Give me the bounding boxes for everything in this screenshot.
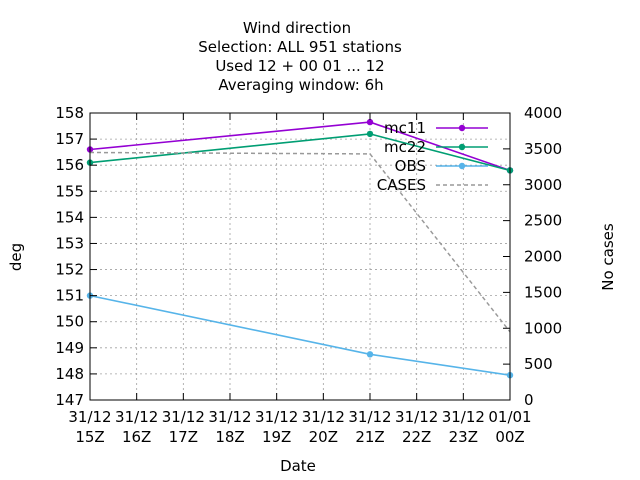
x-tick-label-date: 31/12 — [302, 408, 345, 426]
series-line-obs — [89, 294, 511, 376]
y-tick-label: 149 — [55, 339, 84, 357]
y-tick-label: 158 — [55, 104, 84, 122]
y-tick-label: 153 — [55, 234, 84, 252]
x-tick-label-date: 31/12 — [162, 408, 205, 426]
axis-ticks — [89, 112, 511, 401]
legend-label-obs: OBS — [395, 157, 426, 175]
x-tick-label-hour: 22Z — [402, 428, 431, 446]
x-tick-label-date: 31/12 — [255, 408, 298, 426]
y2-tick-label: 1000 — [524, 319, 562, 337]
legend-marker-obs — [458, 162, 466, 170]
y2-axis-label: No cases — [599, 223, 617, 291]
x-tick-label-date: 01/01 — [488, 408, 531, 426]
data-point-mc11 — [366, 118, 374, 126]
y2-tick-label: 2500 — [524, 212, 562, 230]
x-tick-label-date: 31/12 — [348, 408, 391, 426]
x-tick-label-hour: 19Z — [262, 428, 291, 446]
y-tick-label: 151 — [55, 287, 84, 305]
x-tick-label-hour: 18Z — [215, 428, 244, 446]
title-line-2: Selection: ALL 951 stations — [198, 38, 402, 56]
y2-tick-labels: 0 500 1000 1500 2000 2500 3000 3500 4000 — [524, 104, 562, 409]
x-tick-label-hour: 15Z — [75, 428, 104, 446]
x-axis-label: Date — [280, 457, 316, 475]
data-point-obs — [366, 351, 374, 358]
y2-tick-label: 2000 — [524, 248, 562, 266]
y2-tick-label: 3000 — [524, 176, 562, 194]
legend-marker-mc22 — [458, 143, 466, 151]
title-line-3: Used 12 + 00 01 ... 12 — [215, 57, 384, 75]
title-line-1: Wind direction — [243, 19, 351, 37]
y-tick-label: 157 — [55, 130, 84, 148]
legend-label-cases: CASES — [377, 176, 426, 194]
y2-tick-label: 1500 — [524, 283, 562, 301]
x-tick-labels: 31/12 15Z 31/12 16Z 31/12 17Z 31/12 18Z 31/12 19Z… — [68, 408, 531, 446]
y2-tick-label: 0 — [524, 391, 534, 409]
y-tick-label: 147 — [55, 391, 84, 409]
y-tick-label: 152 — [55, 261, 84, 279]
x-tick-label-date: 31/12 — [68, 408, 111, 426]
x-tick-label-hour: 00Z — [495, 428, 524, 446]
x-tick-label-date: 31/12 — [208, 408, 251, 426]
x-tick-label-hour: 17Z — [169, 428, 198, 446]
data-point-mc22 — [366, 130, 374, 138]
x-tick-label-date: 31/12 — [442, 408, 485, 426]
y-tick-label: 156 — [55, 156, 84, 174]
series-line-cases — [89, 151, 511, 333]
legend-marker-mc11 — [458, 124, 466, 132]
title-line-4: Averaging window: 6h — [218, 76, 383, 94]
y-tick-label: 150 — [55, 313, 84, 331]
x-tick-label-hour: 23Z — [449, 428, 478, 446]
x-tick-label-date: 31/12 — [395, 408, 438, 426]
y-tick-label: 148 — [55, 365, 84, 383]
x-tick-label-hour: 20Z — [309, 428, 338, 446]
x-tick-label-hour: 21Z — [355, 428, 384, 446]
y-tick-label: 155 — [55, 182, 84, 200]
y2-tick-label: 4000 — [524, 104, 562, 122]
x-tick-label-hour: 16Z — [122, 428, 151, 446]
chart-title: Wind direction Selection: ALL 951 statio… — [198, 19, 402, 94]
y-tick-label: 154 — [55, 208, 84, 226]
y-tick-labels: 147 148 149 150 151 152 153 154 155 156 157 158 — [55, 104, 84, 409]
x-tick-label-date: 31/12 — [115, 408, 158, 426]
legend-label-mc22: mc22 — [384, 138, 426, 156]
y-axis-label: deg — [7, 243, 25, 271]
legend-label-mc11: mc11 — [384, 119, 426, 137]
y2-tick-label: 3500 — [524, 140, 562, 158]
y2-tick-label: 500 — [524, 355, 553, 373]
series — [86, 118, 514, 379]
